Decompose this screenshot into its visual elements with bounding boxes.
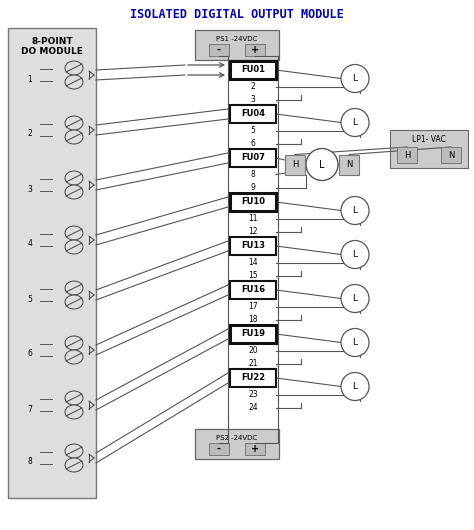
Text: 1: 1 <box>27 75 32 84</box>
Circle shape <box>341 285 369 313</box>
Text: L: L <box>353 206 357 215</box>
Text: L: L <box>353 250 357 259</box>
Ellipse shape <box>65 75 83 89</box>
Ellipse shape <box>65 458 83 472</box>
Text: 21: 21 <box>248 359 258 368</box>
Text: FU22: FU22 <box>241 374 265 383</box>
Text: LP1- VAC: LP1- VAC <box>412 136 446 145</box>
Circle shape <box>341 197 369 225</box>
Circle shape <box>341 109 369 137</box>
Bar <box>441 147 461 163</box>
Text: 8-POINT: 8-POINT <box>31 38 73 47</box>
Text: H: H <box>292 160 298 169</box>
Text: FU10: FU10 <box>241 198 265 207</box>
Text: 7: 7 <box>27 404 32 413</box>
Text: 8: 8 <box>27 457 32 466</box>
Ellipse shape <box>65 405 83 419</box>
Text: 18: 18 <box>248 315 258 324</box>
Circle shape <box>341 65 369 93</box>
Text: 15: 15 <box>248 271 258 280</box>
Bar <box>209 44 228 56</box>
Text: +: + <box>251 45 260 55</box>
Text: FU16: FU16 <box>241 286 265 295</box>
Text: 12: 12 <box>248 227 258 236</box>
Bar <box>230 369 276 387</box>
Text: L: L <box>319 160 325 170</box>
Bar <box>230 61 276 79</box>
Text: 6: 6 <box>27 349 32 358</box>
Ellipse shape <box>65 130 83 144</box>
Ellipse shape <box>65 185 83 199</box>
Text: +: + <box>251 444 260 454</box>
Bar <box>8 28 96 498</box>
Ellipse shape <box>65 116 83 130</box>
Text: 20: 20 <box>248 346 258 355</box>
Bar <box>390 130 468 168</box>
Ellipse shape <box>65 240 83 254</box>
Text: FU13: FU13 <box>241 242 265 251</box>
Bar <box>230 281 276 299</box>
Ellipse shape <box>65 350 83 364</box>
Text: L: L <box>353 74 357 83</box>
Text: 23: 23 <box>248 390 258 399</box>
Text: H: H <box>404 151 410 160</box>
Text: -: - <box>217 444 220 454</box>
Text: ISOLATED DIGITAL OUTPUT MODULE: ISOLATED DIGITAL OUTPUT MODULE <box>130 7 344 21</box>
Circle shape <box>341 373 369 401</box>
Text: L: L <box>353 118 357 127</box>
Circle shape <box>341 241 369 269</box>
Text: 5: 5 <box>27 295 32 304</box>
Text: 2: 2 <box>27 129 32 138</box>
Ellipse shape <box>65 444 83 458</box>
Text: 17: 17 <box>248 302 258 311</box>
Text: 3: 3 <box>27 184 32 193</box>
Text: FU04: FU04 <box>241 110 265 119</box>
Text: 24: 24 <box>248 403 258 412</box>
Bar <box>285 155 305 174</box>
Ellipse shape <box>65 391 83 405</box>
Text: PS2 -24VDC: PS2 -24VDC <box>217 435 257 441</box>
Text: N: N <box>346 160 352 169</box>
Text: 2: 2 <box>251 82 255 91</box>
Text: 3: 3 <box>251 95 255 104</box>
Text: -: - <box>217 45 220 55</box>
Text: 4: 4 <box>27 240 32 249</box>
Bar <box>230 325 276 343</box>
Text: L: L <box>353 338 357 347</box>
Text: PS1 -24VDC: PS1 -24VDC <box>216 36 258 42</box>
Text: FU01: FU01 <box>241 66 265 75</box>
Text: N: N <box>447 151 454 160</box>
Ellipse shape <box>65 295 83 309</box>
Ellipse shape <box>65 171 83 185</box>
Bar <box>230 193 276 211</box>
Text: 5: 5 <box>251 126 255 135</box>
Bar <box>230 149 276 167</box>
Bar <box>195 30 279 60</box>
Circle shape <box>341 329 369 357</box>
Circle shape <box>306 148 338 181</box>
Bar <box>339 155 359 174</box>
Bar <box>246 44 265 56</box>
Bar <box>209 443 228 455</box>
Text: L: L <box>353 294 357 303</box>
Text: 9: 9 <box>251 183 255 192</box>
Text: 8: 8 <box>251 170 255 179</box>
Bar <box>195 429 279 459</box>
Text: DO MODULE: DO MODULE <box>21 48 83 57</box>
Bar <box>230 105 276 123</box>
Text: FU19: FU19 <box>241 330 265 339</box>
Ellipse shape <box>65 336 83 350</box>
Text: FU07: FU07 <box>241 154 265 163</box>
Text: 11: 11 <box>248 214 258 223</box>
Bar <box>246 443 265 455</box>
Text: 6: 6 <box>251 139 255 148</box>
Text: 14: 14 <box>248 258 258 267</box>
Text: L: L <box>353 382 357 391</box>
Bar <box>230 237 276 255</box>
Ellipse shape <box>65 61 83 75</box>
Ellipse shape <box>65 281 83 295</box>
Bar <box>397 147 417 163</box>
Ellipse shape <box>65 226 83 240</box>
